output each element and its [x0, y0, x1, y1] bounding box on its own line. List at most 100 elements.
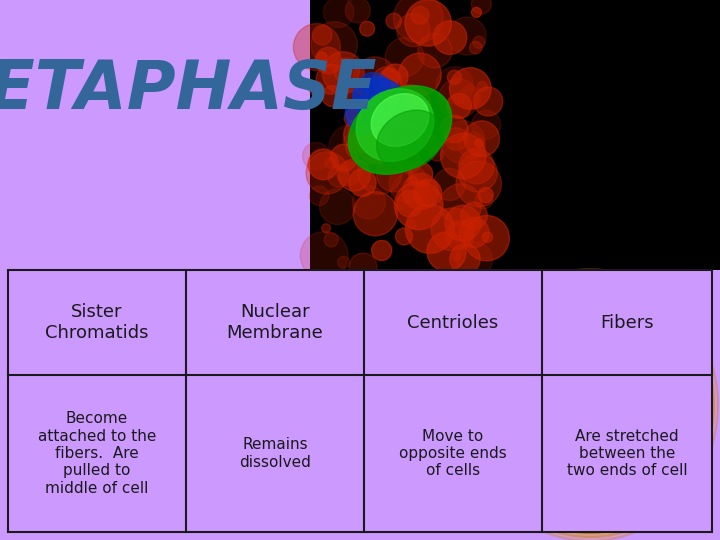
Circle shape: [409, 163, 433, 186]
Ellipse shape: [372, 93, 429, 146]
Text: Are stretched
between the
two ends of cell: Are stretched between the two ends of ce…: [567, 429, 688, 478]
Circle shape: [358, 150, 402, 194]
Circle shape: [482, 232, 492, 242]
Circle shape: [478, 187, 493, 202]
Ellipse shape: [466, 273, 714, 537]
Circle shape: [382, 64, 408, 89]
Circle shape: [312, 25, 332, 45]
Ellipse shape: [348, 86, 451, 174]
Circle shape: [333, 58, 359, 84]
Circle shape: [447, 70, 462, 84]
Circle shape: [636, 450, 641, 456]
Circle shape: [311, 22, 357, 68]
Circle shape: [407, 219, 416, 229]
Circle shape: [397, 191, 423, 217]
Circle shape: [477, 81, 487, 91]
Circle shape: [325, 157, 336, 168]
Circle shape: [459, 148, 494, 184]
Circle shape: [329, 124, 376, 171]
Circle shape: [472, 110, 500, 139]
Circle shape: [442, 121, 485, 164]
Circle shape: [389, 164, 428, 203]
Circle shape: [293, 24, 341, 71]
Circle shape: [464, 121, 500, 157]
Circle shape: [459, 153, 498, 192]
FancyBboxPatch shape: [656, 410, 674, 420]
Circle shape: [354, 192, 397, 236]
Circle shape: [308, 149, 338, 180]
Ellipse shape: [360, 72, 390, 97]
Circle shape: [469, 42, 482, 54]
Circle shape: [349, 125, 389, 164]
Circle shape: [330, 144, 357, 171]
Circle shape: [398, 150, 421, 173]
Circle shape: [452, 252, 461, 260]
Circle shape: [441, 116, 468, 143]
Circle shape: [433, 168, 466, 200]
Circle shape: [324, 233, 338, 247]
Circle shape: [456, 161, 501, 207]
Circle shape: [377, 156, 412, 192]
Circle shape: [459, 218, 489, 247]
Circle shape: [300, 232, 348, 279]
Text: Remains
dissolved: Remains dissolved: [239, 437, 311, 470]
Circle shape: [316, 64, 346, 94]
Circle shape: [346, 0, 370, 23]
Circle shape: [473, 36, 485, 49]
Circle shape: [459, 132, 485, 158]
Circle shape: [413, 116, 438, 141]
Circle shape: [397, 14, 430, 47]
Circle shape: [349, 253, 377, 281]
Circle shape: [430, 147, 444, 161]
Circle shape: [393, 0, 443, 43]
Ellipse shape: [377, 110, 444, 170]
Circle shape: [475, 139, 483, 147]
Ellipse shape: [356, 89, 434, 161]
Circle shape: [405, 0, 451, 46]
Circle shape: [414, 179, 441, 207]
Circle shape: [459, 86, 482, 107]
Circle shape: [310, 186, 329, 206]
Circle shape: [348, 114, 383, 148]
Circle shape: [395, 181, 443, 229]
Circle shape: [309, 81, 324, 96]
Text: Fibers: Fibers: [600, 314, 654, 332]
Text: Centrioles: Centrioles: [408, 314, 499, 332]
Circle shape: [441, 133, 486, 179]
Circle shape: [372, 240, 392, 260]
Circle shape: [450, 222, 468, 241]
Circle shape: [375, 84, 400, 108]
Circle shape: [445, 128, 467, 151]
Ellipse shape: [353, 77, 408, 123]
Circle shape: [354, 57, 397, 100]
Ellipse shape: [470, 277, 710, 533]
Circle shape: [384, 105, 394, 115]
Bar: [8, 270, 712, 532]
Text: Move to
opposite ends
of cells: Move to opposite ends of cells: [399, 429, 507, 478]
Circle shape: [328, 166, 350, 187]
Text: Nuclear
Membrane: Nuclear Membrane: [227, 303, 323, 342]
Circle shape: [595, 395, 600, 400]
Circle shape: [388, 85, 431, 128]
Circle shape: [337, 162, 361, 186]
Ellipse shape: [462, 269, 718, 540]
Circle shape: [445, 220, 474, 249]
Circle shape: [408, 176, 418, 186]
Circle shape: [360, 21, 374, 36]
Circle shape: [450, 244, 480, 274]
Circle shape: [346, 138, 366, 158]
Circle shape: [405, 205, 454, 253]
Circle shape: [427, 232, 467, 271]
Text: METAPHASE: METAPHASE: [0, 57, 377, 123]
Text: Sister
Chromatids: Sister Chromatids: [45, 303, 149, 342]
Circle shape: [475, 191, 492, 209]
Circle shape: [418, 33, 452, 68]
Text: Become
attached to the
fibers.  Are
pulled to
middle of cell: Become attached to the fibers. Are pulle…: [38, 411, 156, 496]
Circle shape: [474, 87, 503, 116]
Circle shape: [317, 52, 327, 62]
Circle shape: [344, 110, 361, 127]
Circle shape: [302, 143, 330, 170]
Circle shape: [448, 17, 486, 55]
Circle shape: [315, 48, 341, 74]
Circle shape: [343, 135, 356, 147]
